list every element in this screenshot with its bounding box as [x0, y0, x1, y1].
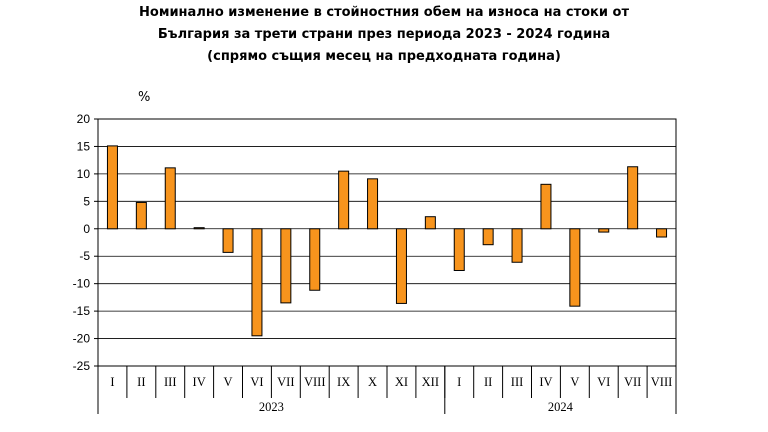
chart-subtitle: (спрямо същия месец на предходната годин…: [207, 49, 561, 64]
bar: [482, 228, 494, 246]
chart-title-line-2: България за трети страни през периода 20…: [157, 27, 611, 42]
y-tick-label: -20: [73, 332, 91, 346]
category-label: IX: [337, 375, 350, 389]
category-label: XI: [395, 375, 408, 389]
category-label: I: [457, 375, 461, 389]
chart-title: Номинално изменение в стойностния обем н…: [0, 0, 768, 68]
bar: [627, 166, 639, 230]
bar: [511, 228, 523, 263]
bar: [367, 178, 379, 230]
category-label: VI: [597, 375, 610, 389]
category-label: VIII: [651, 375, 673, 389]
category-label: IV: [539, 375, 552, 389]
group-label: 2024: [548, 400, 574, 414]
category-label: VII: [277, 375, 294, 389]
bar: [540, 183, 552, 230]
category-label: II: [484, 375, 492, 389]
group-label: 2023: [259, 400, 284, 414]
y-tick-label: 15: [77, 139, 91, 153]
category-label: II: [137, 375, 145, 389]
y-tick-label: -5: [79, 249, 90, 263]
chart-title-line-1: Номинално изменение в стойностния обем н…: [139, 5, 629, 20]
y-axis-unit-label: %: [138, 90, 150, 105]
y-tick-label: 20: [77, 112, 91, 126]
bar: [424, 216, 436, 230]
y-tick-label: -10: [73, 277, 91, 291]
bar: [453, 228, 465, 271]
bar: [193, 227, 205, 230]
bar: [569, 228, 581, 307]
bar: [222, 228, 234, 253]
bar: [135, 201, 147, 230]
bar: [656, 228, 668, 238]
bar: [280, 228, 292, 304]
category-label: VIII: [304, 375, 326, 389]
y-tick-label: 0: [83, 222, 90, 236]
category-label: IV: [193, 375, 206, 389]
category-label: X: [368, 375, 377, 389]
bar: [395, 228, 407, 304]
y-tick-label: -15: [73, 304, 91, 318]
bar: [164, 167, 176, 230]
bar: [251, 228, 263, 337]
y-tick-label: -25: [73, 359, 91, 373]
category-label: III: [164, 375, 177, 389]
y-tick-label: 10: [77, 167, 91, 181]
bar: [309, 228, 321, 291]
bar: [338, 170, 350, 230]
y-tick-label: 5: [83, 194, 90, 208]
category-label: I: [110, 375, 114, 389]
plot-area: [97, 118, 677, 367]
bar: [598, 228, 610, 233]
category-label: III: [511, 375, 524, 389]
category-label: VII: [624, 375, 641, 389]
category-label: XII: [422, 375, 439, 389]
category-label: V: [224, 375, 233, 389]
bar: [106, 145, 118, 230]
category-label: V: [570, 375, 579, 389]
category-label: VI: [250, 375, 263, 389]
